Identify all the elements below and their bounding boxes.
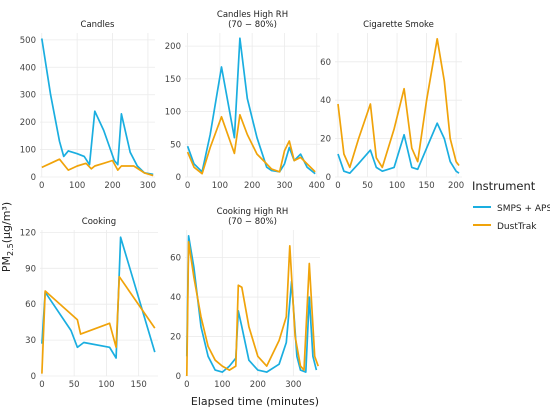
panel-2: 0 20 40 60 0 50 100 150 200 Cigarette Smoke — [320, 20, 464, 191]
x-axis-label: Elapsed time (minutes) — [191, 395, 319, 408]
series-line-dusttrak — [41, 275, 156, 374]
y-tick-label: 400 — [20, 63, 36, 73]
x-tick-label: 100 — [69, 181, 85, 191]
y-tick-label: 0 — [176, 372, 181, 382]
x-tick-label: 0 — [39, 380, 44, 390]
legend-label-dusttrak: DustTrak — [497, 222, 537, 232]
y-tick-label: 30 — [25, 336, 36, 346]
y-axis-label: PM2.5(µg/m³) — [0, 202, 15, 272]
series-line-smps-aps — [337, 122, 460, 175]
y-tick-label: 40 — [170, 293, 181, 303]
x-tick-label: 150 — [418, 181, 434, 191]
series-line-smps-aps — [185, 235, 318, 373]
x-tick-label: 100 — [212, 181, 228, 191]
y-tick-label: 500 — [20, 36, 36, 46]
y-tick-label: 90 — [25, 264, 36, 274]
panel-3: 0 30 60 90 120 0 50 100 150 Cooking — [20, 217, 158, 390]
x-tick-label: 0 — [335, 181, 340, 191]
y-tick-label: 200 — [165, 42, 181, 52]
x-tick-label: 200 — [250, 380, 266, 390]
x-tick-label: 0 — [39, 181, 44, 191]
x-tick-label: 150 — [131, 380, 147, 390]
panel-4: 0 20 40 60 0 100 200 300 Cooking High RH (70 − 80… — [170, 207, 320, 390]
series-line-dusttrak — [337, 37, 460, 169]
x-tick-label: 400 — [309, 181, 325, 191]
y-tick-label: 60 — [170, 254, 181, 264]
series-line-smps-aps — [40, 38, 154, 176]
series-line-dusttrak — [41, 158, 154, 177]
panel-title: Candles High RH (70 − 80%) — [217, 10, 288, 30]
y-tick-label: 0 — [31, 372, 36, 382]
x-tick-label: 200 — [104, 181, 120, 191]
y-tick-label: 60 — [320, 58, 331, 68]
x-tick-label: 50 — [69, 380, 80, 390]
x-tick-label: 0 — [185, 181, 190, 191]
x-tick-label: 300 — [285, 380, 301, 390]
x-tick-label: 100 — [214, 380, 230, 390]
y-tick-label: 100 — [20, 146, 36, 156]
y-tick-label: 40 — [320, 96, 331, 106]
panel-title: Candles — [81, 20, 116, 30]
y-tick-label: 20 — [170, 333, 181, 343]
series-line-smps-aps — [186, 37, 316, 175]
y-tick-label: 0 — [326, 173, 331, 183]
y-tick-label: 0 — [31, 173, 36, 183]
y-tick-label: 100 — [165, 108, 181, 118]
panel-title: Cigarette Smoke — [363, 20, 434, 30]
y-tick-label: 120 — [20, 228, 36, 238]
y-tick-label: 150 — [165, 75, 181, 85]
y-tick-label: 50 — [170, 140, 181, 150]
legend: Instrument SMPS + APS DustTrak — [472, 179, 550, 232]
panel-0: 0 100 200 300 400 500 0 100 200 300 Candles — [20, 20, 156, 191]
y-tick-label: 300 — [20, 91, 36, 101]
legend-label-smps-aps: SMPS + APS — [497, 204, 550, 214]
x-tick-label: 0 — [184, 380, 189, 390]
x-tick-label: 100 — [98, 380, 114, 390]
x-tick-label: 200 — [448, 181, 464, 191]
x-tick-label: 300 — [276, 181, 292, 191]
y-tick-label: 0 — [176, 173, 181, 183]
panel-title: Cooking High RH (70 − 80%) — [217, 207, 289, 227]
x-tick-label: 100 — [389, 181, 405, 191]
panel-title: Cooking — [82, 217, 116, 227]
series-line-dusttrak — [185, 240, 320, 377]
x-tick-label: 200 — [244, 181, 260, 191]
y-tick-label: 60 — [25, 300, 36, 310]
x-tick-label: 300 — [140, 181, 156, 191]
x-tick-label: 50 — [362, 181, 373, 191]
panel-1: 0 50 100 150 200 0 100 200 300 400 Candles High RH… — [165, 10, 325, 191]
legend-title: Instrument — [472, 179, 536, 193]
series-line-dusttrak — [186, 113, 316, 175]
y-tick-label: 20 — [320, 135, 331, 145]
y-tick-label: 200 — [20, 118, 36, 128]
